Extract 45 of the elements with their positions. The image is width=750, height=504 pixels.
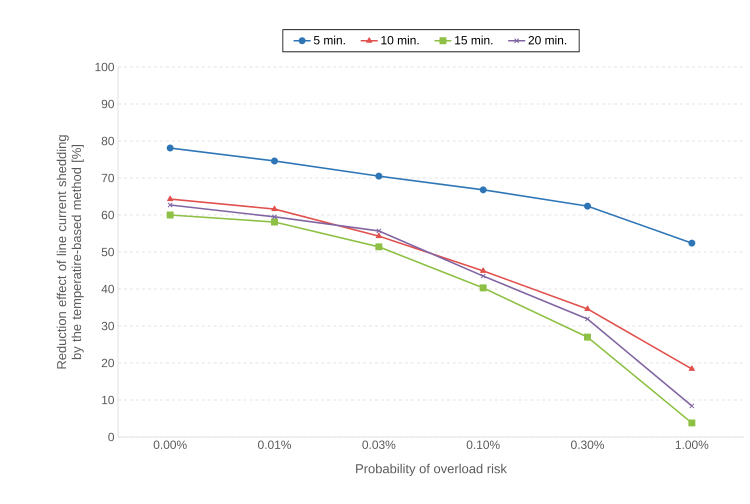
y-tick-label: 20 (102, 358, 114, 368)
x-tick-label: 0.01% (258, 440, 292, 449)
y-tick-label: 60 (102, 210, 114, 220)
point (688, 419, 696, 426)
x-tick-label: 0.00% (154, 440, 187, 449)
point (480, 186, 487, 194)
point (480, 267, 486, 273)
y-tick-label: 40 (101, 284, 114, 294)
point (271, 157, 278, 164)
x-tick-label: 1.00% (676, 440, 708, 449)
point (584, 202, 591, 210)
point (166, 144, 174, 152)
point (584, 334, 591, 341)
point (480, 273, 486, 279)
legend-label: 15 min. (455, 36, 492, 44)
x-tick-label: 0.10% (466, 440, 500, 449)
legend-label: 10 min. (381, 36, 419, 44)
y-tick-label: 30 (102, 322, 114, 330)
point (480, 284, 487, 292)
y-tick-label: 70 (102, 174, 114, 182)
point (272, 214, 278, 220)
point (167, 196, 174, 202)
point (271, 206, 278, 212)
point (271, 218, 278, 226)
point (166, 212, 174, 218)
point (376, 232, 382, 238)
point (584, 316, 590, 322)
point (375, 243, 382, 250)
legend-label: 5 min. (314, 36, 345, 44)
point (376, 228, 382, 234)
y-tick-label: 50 (102, 248, 114, 256)
y-tick-label: 100 (95, 62, 114, 72)
point (688, 365, 695, 371)
y-tick-label: 0 (108, 432, 114, 442)
y-axis-title: Reduction effect of line current shedding by the temperatire-based method [%] (56, 135, 84, 369)
point (375, 172, 382, 180)
point (688, 240, 696, 247)
x-axis-title: Probability of overload risk (356, 464, 507, 476)
x-tick-label: 0.30% (571, 440, 604, 449)
x-tick-label: 0.03% (362, 440, 396, 449)
y-tick-label: 90 (102, 100, 114, 108)
y-tick-label: 10 (102, 396, 114, 404)
legend-label: 20 min. (528, 36, 566, 44)
point (584, 305, 591, 311)
y-tick-label: 80 (102, 136, 114, 146)
